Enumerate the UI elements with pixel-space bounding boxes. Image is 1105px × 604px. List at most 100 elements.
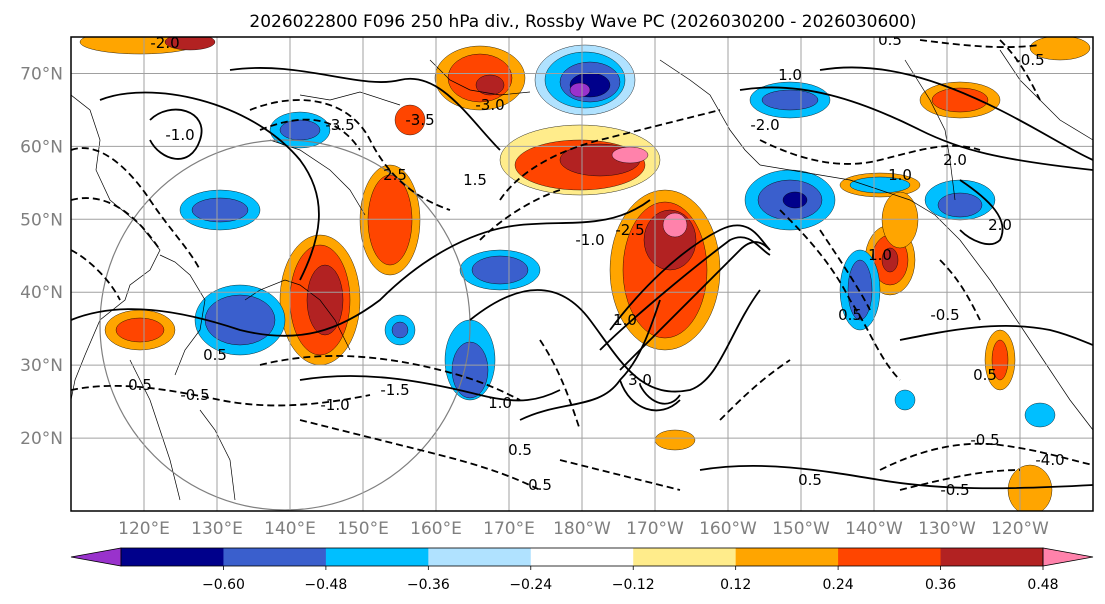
divergence-fill-region (569, 82, 591, 98)
colorbar-tick-label: −0.60 (202, 577, 245, 593)
contour-label: -0.5 (1015, 51, 1044, 69)
divergence-fill-region (191, 197, 249, 223)
contour-label: 2.5 (383, 166, 407, 184)
colorbar-segment (223, 548, 327, 566)
contour-label: 2.0 (988, 216, 1012, 234)
divergence-fill-region (881, 247, 899, 273)
lon-label: 130°E (191, 519, 243, 539)
contour-label: 1.0 (778, 66, 802, 84)
divergence-fill-region (164, 37, 216, 51)
contour-label: -2.0 (150, 34, 179, 52)
lon-label: 150°W (772, 519, 830, 539)
divergence-fill-region (475, 74, 505, 96)
divergence-fill-region (1029, 37, 1091, 61)
contour-label: 0.5 (528, 476, 552, 494)
lat-label: 60°N (20, 137, 63, 157)
contour-solid (619, 379, 681, 412)
contour-label: 1.0 (868, 246, 892, 264)
contour-label: 0.5 (878, 31, 902, 49)
map-frame (70, 36, 1094, 512)
divergence-fill-region (471, 255, 529, 285)
contour-dashed (559, 459, 681, 491)
coastline (959, 239, 1093, 431)
contour-label: 0.5 (838, 306, 862, 324)
coastline (759, 164, 961, 241)
contour-dashed (71, 384, 371, 407)
contour-solid (99, 91, 320, 281)
coastline (159, 254, 206, 376)
great-circle-outline (99, 139, 471, 511)
contour-solid (299, 375, 561, 402)
divergence-fill-region (1007, 464, 1053, 511)
colorbar-segment (735, 548, 839, 566)
lon-label: 170°W (626, 519, 684, 539)
divergence-fill-region (849, 176, 911, 194)
lat-label: 30°N (20, 356, 63, 376)
colorbar-segment (428, 548, 532, 566)
contour-dashed (719, 359, 791, 421)
contour-dashed (539, 339, 581, 431)
divergence-fill-region (391, 321, 409, 339)
contour-solid (739, 86, 1093, 171)
coastline (904, 59, 956, 201)
contour-solid (619, 241, 771, 371)
colorbar-tick-label: 0.36 (925, 577, 956, 593)
lat-label: 40°N (20, 283, 63, 303)
divergence-fill-region (782, 191, 808, 209)
coastline (129, 359, 181, 501)
contour-label: -3.0 (475, 96, 504, 114)
colorbar-segment (325, 548, 429, 566)
contour-label: -3.5 (405, 111, 434, 129)
contour-label: 1.0 (888, 166, 912, 184)
contour-dashed (999, 39, 1041, 101)
contour-label: 0.5 (128, 376, 152, 394)
coastline (299, 91, 401, 106)
contour-dashed (71, 249, 121, 301)
lon-label: 170°E (483, 519, 535, 539)
lon-label: 130°W (918, 519, 976, 539)
contour-dashed (919, 39, 1041, 48)
lat-label: 70°N (20, 64, 63, 84)
contour-dashed (779, 209, 901, 381)
lon-label: 150°E (337, 519, 389, 539)
lon-label: 140°E (264, 519, 316, 539)
contour-label: -2.0 (750, 116, 779, 134)
contour-label: 0.5 (203, 346, 227, 364)
divergence-fill-region (937, 192, 983, 218)
contour-label: -0.5 (930, 306, 959, 324)
colorbar-frame (120, 547, 1044, 567)
contour-dashed (71, 197, 161, 251)
contour-label: -0.5 (180, 386, 209, 404)
contour-label: 1.0 (488, 394, 512, 412)
divergence-fill-region (115, 317, 165, 343)
divergence-fill-region (881, 191, 919, 249)
contour-solid (819, 66, 1093, 161)
contour-label: 0.5 (973, 366, 997, 384)
contour-label: -4.0 (1035, 451, 1064, 469)
contour-solid (599, 236, 771, 351)
coastline (199, 409, 236, 501)
map-panel: -2.0 0.5 -0.5 -3.0 -1.0 1.0 2.0 -2.5 -1.0 1.5 2.5 -… (70, 31, 1094, 512)
contour-label: 3.0 (628, 371, 652, 389)
colorbar-segment (121, 548, 224, 566)
divergence-fill-region (662, 212, 688, 238)
contour-solid (699, 464, 1093, 490)
colorbar-tick-label: −0.48 (304, 577, 347, 593)
contour-solid (609, 224, 771, 331)
lat-label: 20°N (20, 429, 63, 449)
colorbar-tick-label: 0.12 (720, 577, 751, 593)
colorbar-extend-high (1042, 547, 1094, 567)
contour-label: 0.5 (508, 441, 532, 459)
lon-label: 140°W (845, 519, 903, 539)
divergence-fill-region (931, 87, 989, 113)
divergence-fill-region (451, 341, 489, 399)
colorbar-tick-label: −0.12 (612, 577, 655, 593)
lon-label: 120°W (991, 519, 1049, 539)
colorbar: −0.60 −0.48 −0.36 −0.24 −0.12 0.12 0.24 0.36 0.4… (70, 547, 1094, 593)
lon-label: 120°E (118, 519, 170, 539)
colorbar-extend-low (70, 547, 122, 567)
divergence-fill-region (1024, 402, 1056, 428)
divergence-fill-region (991, 339, 1009, 381)
divergence-fill-region (654, 429, 696, 451)
coastline (71, 94, 161, 401)
